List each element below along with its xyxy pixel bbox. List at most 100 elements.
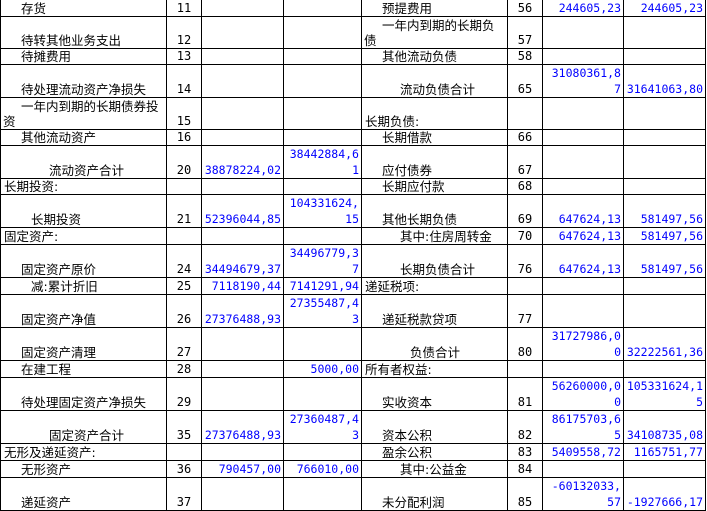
liability-end-amount-cell: 1165751,77 <box>623 443 706 461</box>
asset-label-cell: 递延资产 <box>0 477 167 511</box>
asset-label-cell: 固定资产合计 <box>0 410 167 444</box>
table-row: 存货 11 预提费用 56 244605,23 244605,23 <box>0 0 706 17</box>
table-row: 减:累计折旧 25 7118190,44 7141291,94 递延税项: <box>0 277 706 295</box>
liability-end-amount-cell: 105331624,15 <box>623 377 706 411</box>
asset-label-cell: 无形及递延资产: <box>0 443 167 461</box>
asset-line-number-cell: 12 <box>166 16 202 49</box>
liability-begin-amount-cell: -60132033,57 <box>542 477 624 511</box>
asset-label-cell: 无形资产 <box>0 460 167 478</box>
liability-end-amount-cell <box>623 277 706 295</box>
asset-end-amount-cell <box>283 327 362 361</box>
asset-begin-amount-cell: 52396044,85 <box>201 194 284 228</box>
asset-line-number-cell: 15 <box>166 97 202 130</box>
asset-begin-amount-cell: 38878224,02 <box>201 145 284 179</box>
asset-label-cell: 固定资产清理 <box>0 327 167 361</box>
liability-line-number-cell: 69 <box>507 194 543 228</box>
table-row: 一年内到期的长期债券投资 15 长期负债: <box>0 97 706 130</box>
liability-line-number-cell: 76 <box>507 244 543 278</box>
liability-end-amount-cell <box>623 16 706 49</box>
asset-line-number-cell: 14 <box>166 64 202 98</box>
liability-end-amount-cell: 581497,56 <box>623 194 706 228</box>
asset-begin-amount-cell <box>201 443 284 461</box>
liability-begin-amount-cell: 244605,23 <box>542 0 624 17</box>
asset-line-number-cell: 36 <box>166 460 202 478</box>
asset-begin-amount-cell: 27376488,93 <box>201 410 284 444</box>
asset-begin-amount-cell <box>201 129 284 146</box>
liability-label-cell: 应付债券 <box>361 145 508 179</box>
asset-line-number-cell: 37 <box>166 477 202 511</box>
liability-end-amount-cell <box>623 129 706 146</box>
asset-label-cell: 固定资产: <box>0 227 167 245</box>
asset-line-number-cell: 29 <box>166 377 202 411</box>
asset-label-cell: 固定资产原价 <box>0 244 167 278</box>
asset-line-number-cell: 13 <box>166 48 202 65</box>
asset-end-amount-cell: 5000,00 <box>283 360 362 378</box>
asset-end-amount-cell <box>283 64 362 98</box>
table-row: 在建工程 28 5000,00 所有者权益: <box>0 360 706 378</box>
liability-line-number-cell: 85 <box>507 477 543 511</box>
table-row: 待摊费用 13 其他流动负债 58 <box>0 48 706 65</box>
table-row: 固定资产原价 24 34494679,37 34496779,37 长期负债合计 76 64… <box>0 244 706 278</box>
liability-end-amount-cell: 32222561,36 <box>623 327 706 361</box>
liability-line-number-cell: 56 <box>507 0 543 17</box>
asset-end-amount-cell <box>283 477 362 511</box>
liability-label-cell: 长期负债: <box>361 97 508 130</box>
asset-line-number-cell <box>166 178 202 195</box>
liability-end-amount-cell <box>623 178 706 195</box>
asset-begin-amount-cell <box>201 178 284 195</box>
asset-begin-amount-cell: 34494679,37 <box>201 244 284 278</box>
asset-end-amount-cell <box>283 178 362 195</box>
asset-line-number-cell: 26 <box>166 294 202 328</box>
asset-label-cell: 长期投资 <box>0 194 167 228</box>
table-row: 递延资产 37 未分配利润 85 -60132033,57 -1927666,17 <box>0 477 706 511</box>
asset-line-number-cell: 28 <box>166 360 202 378</box>
liability-end-amount-cell <box>623 145 706 179</box>
liability-begin-amount-cell <box>542 178 624 195</box>
asset-line-number-cell: 11 <box>166 0 202 17</box>
liability-label-cell: 一年内到期的长期负债 <box>361 16 508 49</box>
liability-label-cell: 未分配利润 <box>361 477 508 511</box>
asset-label-cell: 流动资产合计 <box>0 145 167 179</box>
table-row: 固定资产清理 27 负债合计 80 31727986,00 32222561,36 <box>0 327 706 361</box>
liability-line-number-cell: 57 <box>507 16 543 49</box>
liability-line-number-cell <box>507 97 543 130</box>
liability-label-cell: 流动负债合计 <box>361 64 508 98</box>
liability-begin-amount-cell <box>542 460 624 478</box>
asset-label-cell: 减:累计折旧 <box>0 277 167 295</box>
liability-label-cell: 所有者权益: <box>361 360 508 378</box>
liability-label-cell: 其他长期负债 <box>361 194 508 228</box>
liability-label-cell: 负债合计 <box>361 327 508 361</box>
asset-label-cell: 存货 <box>0 0 167 17</box>
liability-begin-amount-cell: 31727986,00 <box>542 327 624 361</box>
liability-begin-amount-cell <box>542 48 624 65</box>
liability-begin-amount-cell: 647624,13 <box>542 244 624 278</box>
liability-begin-amount-cell <box>542 129 624 146</box>
liability-label-cell: 盈余公积 <box>361 443 508 461</box>
asset-end-amount-cell: 104331624,15 <box>283 194 362 228</box>
liability-label-cell: 其他流动负债 <box>361 48 508 65</box>
table-row: 待处理流动资产净损失 14 流动负债合计 65 31080361,87 31641063,… <box>0 64 706 98</box>
liability-line-number-cell: 77 <box>507 294 543 328</box>
table-row: 长期投资 21 52396044,85 104331624,15 其他长期负债 69 647… <box>0 194 706 228</box>
asset-end-amount-cell: 34496779,37 <box>283 244 362 278</box>
liability-end-amount-cell <box>623 97 706 130</box>
liability-begin-amount-cell: 31080361,87 <box>542 64 624 98</box>
liability-label-cell: 长期负债合计 <box>361 244 508 278</box>
liability-line-number-cell <box>507 360 543 378</box>
asset-line-number-cell <box>166 227 202 245</box>
liability-label-cell: 递延税款贷项 <box>361 294 508 328</box>
asset-end-amount-cell <box>283 97 362 130</box>
asset-line-number-cell <box>166 443 202 461</box>
table-row: 固定资产: 其中:住房周转金 70 647624,13 581497,56 <box>0 227 706 245</box>
asset-end-amount-cell <box>283 377 362 411</box>
liability-begin-amount-cell <box>542 16 624 49</box>
liability-begin-amount-cell: 56260000,00 <box>542 377 624 411</box>
liability-begin-amount-cell: 5409558,72 <box>542 443 624 461</box>
liability-line-number-cell: 58 <box>507 48 543 65</box>
asset-end-amount-cell: 38442884,61 <box>283 145 362 179</box>
asset-begin-amount-cell <box>201 327 284 361</box>
liability-begin-amount-cell <box>542 97 624 130</box>
asset-label-cell: 待处理流动资产净损失 <box>0 64 167 98</box>
asset-label-cell: 在建工程 <box>0 360 167 378</box>
